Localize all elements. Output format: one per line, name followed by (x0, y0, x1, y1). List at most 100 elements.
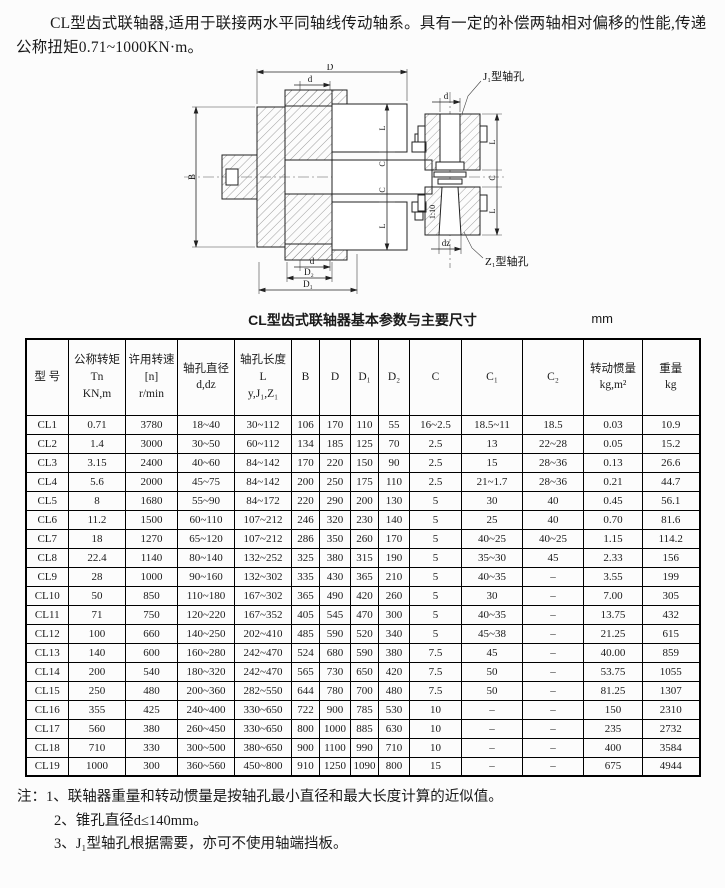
table-cell: 590 (319, 623, 351, 644)
table-cell: 260~450 (177, 718, 235, 739)
table-cell: 200 (291, 471, 320, 492)
table-cell: 630 (378, 718, 410, 739)
column-header: D₁ (350, 338, 379, 416)
table-cell: 330~650 (234, 699, 292, 720)
table-cell: 800 (291, 718, 320, 739)
column-header: 轴孔直径 d,dz (177, 338, 235, 416)
table-cell: 40~35 (461, 566, 523, 587)
table-cell: 1140 (125, 547, 178, 568)
table-cell: 660 (125, 623, 178, 644)
table-cell: 130 (378, 490, 410, 511)
table-cell: 110~180 (177, 585, 235, 606)
dim-label-C-right: C (488, 175, 497, 180)
table-cell: 18~40 (177, 414, 235, 435)
column-header: C (409, 338, 462, 416)
table-cell: 13 (461, 433, 523, 454)
table-cell: 18.5 (522, 414, 584, 435)
table-cell: 2.5 (409, 433, 462, 454)
table-cell: 84~142 (234, 471, 292, 492)
table-cell: 530 (378, 699, 410, 720)
table-cell: 430 (319, 566, 351, 587)
table-row: CL13 140 600 160~280 242~470 524 680 590 380 7.5 4… (25, 642, 700, 663)
table-cell: CL3 (25, 452, 69, 473)
table-cell: 524 (291, 642, 320, 663)
table-cell: 84~142 (234, 452, 292, 473)
table-cell: 107~212 (234, 509, 292, 530)
table-cell: 25 (461, 509, 523, 530)
column-header: 公称转矩 Tn KN,m (68, 338, 126, 416)
table-cell: CL18 (25, 737, 69, 758)
table-cell: CL15 (25, 680, 69, 701)
table-cell: CL13 (25, 642, 69, 663)
table-cell: – (522, 699, 584, 720)
table-cell: 30~112 (234, 414, 292, 435)
table-cell: 2000 (125, 471, 178, 492)
table-cell: 125 (350, 433, 379, 454)
table-cell: 315 (350, 547, 379, 568)
dim-label-B: B (187, 174, 197, 180)
table-cell: 490 (319, 585, 351, 606)
table-cell: 150 (350, 452, 379, 473)
table-cell: 22~28 (522, 433, 584, 454)
table-cell: 170 (291, 452, 320, 473)
table-cell: 22.4 (68, 547, 126, 568)
table-cell: 1500 (125, 509, 178, 530)
table-cell: 615 (642, 623, 700, 644)
table-row: CL11 71 750 120~220 167~352 405 545 470 300 5 40~3… (25, 604, 700, 625)
table-cell: – (522, 585, 584, 606)
dim-label-d-top: d (308, 74, 313, 84)
table-cell: 400 (583, 737, 643, 758)
table-cell: – (522, 756, 584, 777)
table-cell: 2.5 (409, 471, 462, 492)
table-unit: mm (591, 311, 613, 327)
table-cell: 750 (125, 604, 178, 625)
table-cell: 850 (125, 585, 178, 606)
dim-label-D: D (327, 64, 334, 72)
table-cell: 675 (583, 756, 643, 777)
table-cell: 170 (378, 528, 410, 549)
table-cell: – (522, 604, 584, 625)
table-row: CL16 355 425 240~400 330~650 722 900 785 530 10– –… (25, 699, 700, 720)
table-cell: 722 (291, 699, 320, 720)
table-cell: 405 (291, 604, 320, 625)
table-cell: 7.5 (409, 680, 462, 701)
table-cell: 785 (350, 699, 379, 720)
table-row: CL17 560 380 260~450 330~650 800 1000 885 630 10–… (25, 718, 700, 739)
table-cell: 45~38 (461, 623, 523, 644)
table-row: CL4 5.6 2000 45~75 84~142 200 250 175 110 2.5 21~1… (25, 471, 700, 492)
table-cell: 990 (350, 737, 379, 758)
table-cell: 365 (350, 566, 379, 587)
table-cell: 250 (68, 680, 126, 701)
table-cell: 330~650 (234, 718, 292, 739)
table-row: CL1 0.71 3780 18~40 30~112 106 170 110 55 16~2.5 1… (25, 414, 700, 435)
table-cell: CL6 (25, 509, 69, 530)
table-cell: 21.25 (583, 623, 643, 644)
table-cell: 425 (125, 699, 178, 720)
table-cell: 7.5 (409, 642, 462, 663)
table-cell: 540 (125, 661, 178, 682)
table-cell: 50 (68, 585, 126, 606)
table-row: CL2 1.4 3000 30~50 60~112 134 185 125 70 2.5 13 22~… (25, 433, 700, 454)
table-cell: 28~36 (522, 452, 584, 473)
table-cell: 3.15 (68, 452, 126, 473)
table-cell: 4944 (642, 756, 700, 777)
table-cell: 40~25 (522, 528, 584, 549)
table-cell: 134 (291, 433, 320, 454)
table-cell: 30 (461, 490, 523, 511)
table-row: CL18 710 330 300~500 380~650 900 1100 990 710 10–… (25, 737, 700, 758)
table-cell: 10 (409, 718, 462, 739)
table-cell: 1270 (125, 528, 178, 549)
table-cell: CL16 (25, 699, 69, 720)
table-cell: 300 (378, 604, 410, 625)
table-cell: 780 (319, 680, 351, 701)
table-cell: 350 (319, 528, 351, 549)
table-cell: CL2 (25, 433, 69, 454)
dim-label-L-lower: L (378, 223, 387, 228)
table-cell: 220 (319, 452, 351, 473)
table-cell: 40.00 (583, 642, 643, 663)
table-cell: 10 (409, 699, 462, 720)
column-header: 型 号 (25, 338, 69, 416)
table-cell: 2.5 (409, 452, 462, 473)
